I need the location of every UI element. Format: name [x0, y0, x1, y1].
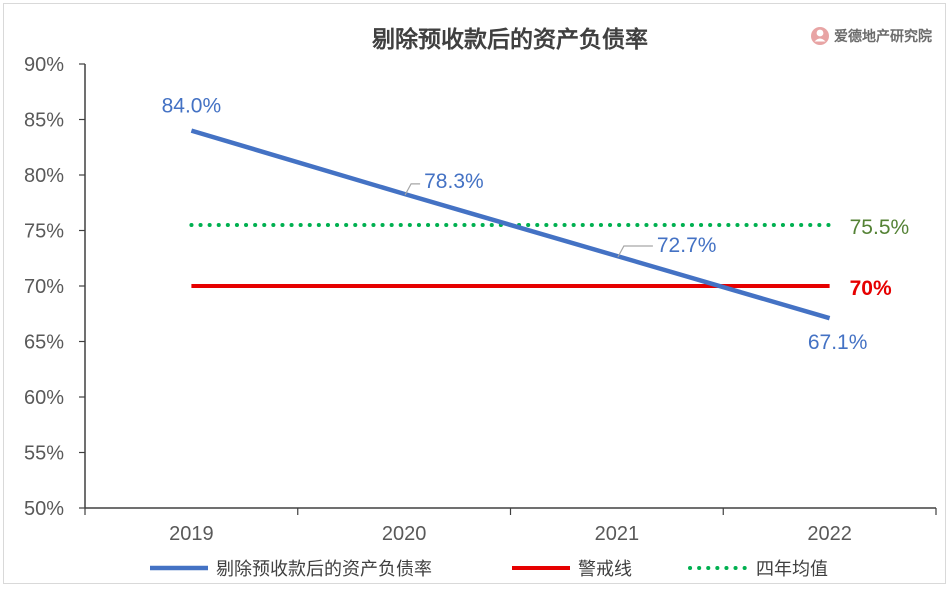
y-tick-label: 80%: [24, 165, 64, 187]
label-leader-line: [404, 183, 421, 196]
x-tick-label: 2021: [595, 523, 640, 545]
y-tick-label: 75%: [24, 221, 64, 243]
y-tick-label: 65%: [24, 332, 64, 354]
brand-logo: 爱德地产研究院: [811, 27, 932, 45]
legend: 剔除预收款后的资产负债率 警戒线 四年均值: [150, 559, 828, 580]
data-label: 78.3%: [424, 170, 484, 193]
series-layer: [189, 128, 832, 321]
data-label: 67.1%: [808, 331, 868, 354]
chart-title: 剔除预收款后的资产负债率: [371, 26, 648, 53]
y-tick-label: 50%: [24, 498, 64, 520]
legend-label: 警戒线: [578, 559, 632, 580]
data-label: 72.7%: [657, 234, 717, 257]
x-tick-label: 2020: [382, 523, 427, 545]
x-tick-label: 2022: [807, 523, 852, 545]
x-tick-label: 2019: [169, 523, 214, 545]
y-tick-label: 85%: [24, 110, 64, 132]
y-axis-ticks: 90% 85% 80% 75% 70% 65% 60% 55% 50%: [24, 54, 85, 520]
legend-label: 剔除预收款后的资产负债率: [216, 559, 432, 580]
label-leader-line: [617, 245, 653, 258]
x-axis-ticks: 2019 2020 2021 2022: [84, 508, 937, 545]
person-logo-icon-body: [814, 38, 826, 42]
y-tick-label: 55%: [24, 443, 64, 465]
series-line: [190, 128, 831, 321]
warning-end-label: 70%: [850, 277, 892, 300]
y-tick-label: 90%: [24, 54, 64, 76]
avg-end-label: 75.5%: [850, 216, 910, 239]
chart-frame: [3, 3, 946, 584]
person-logo-icon-head: [816, 29, 824, 37]
data-labels: 84.0% 78.3% 72.7% 67.1% 75.5% 70%: [162, 95, 910, 355]
data-label: 84.0%: [162, 95, 222, 118]
legend-label: 四年均值: [756, 559, 828, 580]
brand-name: 爱德地产研究院: [834, 28, 932, 45]
y-tick-label: 70%: [24, 276, 64, 298]
y-tick-label: 60%: [24, 387, 64, 409]
